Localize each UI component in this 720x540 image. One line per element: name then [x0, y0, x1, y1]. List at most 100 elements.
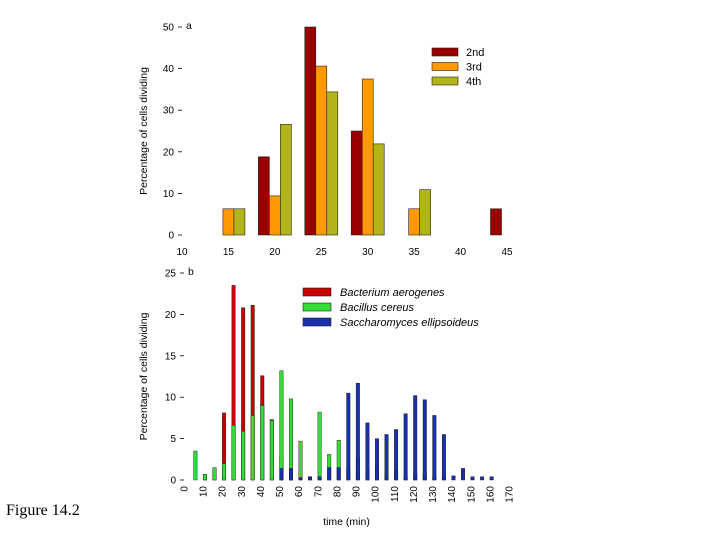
bar-a-2nd [258, 156, 270, 236]
legend-swatch-a [431, 62, 459, 71]
legend-swatch-b [302, 287, 332, 297]
x-axis-label-b: time (min) [323, 516, 370, 528]
bar-b-saccharomyces [288, 468, 293, 481]
y-tick-label-b: 15 [165, 351, 177, 362]
legend-swatch-b [302, 317, 332, 327]
bar-b-saccharomyces [403, 413, 408, 481]
x-tick-label-b: 90 [352, 486, 363, 498]
bar-b-bacillus [269, 420, 274, 481]
y-tick-label-b: 25 [165, 269, 177, 280]
bar-a-3rd [408, 208, 420, 236]
y-tick-label-b: 0 [170, 476, 176, 487]
x-tick-label-a: 45 [501, 247, 513, 258]
bar-b-saccharomyces [308, 476, 313, 481]
x-tick-label-b: 130 [428, 486, 439, 503]
legend-label-b: Saccharomyces ellipsoideus [340, 317, 479, 329]
bar-b-saccharomyces [384, 434, 389, 481]
x-tick-label-a: 25 [316, 247, 328, 258]
bar-b-saccharomyces [298, 477, 303, 481]
y-axis-label-b: Percentage of cells dividing [138, 312, 150, 440]
bar-a-4th [280, 124, 292, 236]
x-tick-label-b: 70 [313, 486, 324, 498]
bar-b-saccharomyces [489, 476, 494, 481]
bar-b-saccharomyces [375, 438, 379, 481]
x-tick-label-b: 160 [485, 486, 496, 503]
bar-b-bacillus [250, 415, 255, 481]
y-tick-label-a: 50 [163, 23, 175, 34]
legend-label-a: 4th [466, 76, 481, 88]
x-tick-label-b: 50 [275, 486, 286, 498]
x-tick-label-a: 20 [269, 247, 281, 258]
y-tick-label-a: 0 [168, 231, 174, 242]
y-tick-label-a: 10 [163, 189, 175, 200]
bar-b-saccharomyces [394, 429, 399, 481]
bar-b-saccharomyces [470, 476, 475, 481]
bar-b-saccharomyces [279, 468, 284, 481]
x-tick-label-b: 0 [180, 486, 191, 492]
bar-b-bacillus [231, 425, 236, 481]
x-tick-label-a: 40 [455, 247, 467, 258]
x-tick-label-b: 40 [256, 486, 267, 498]
bar-b-saccharomyces [451, 475, 456, 481]
x-tick-label-b: 20 [218, 486, 229, 498]
panel-label-a: a [186, 20, 192, 32]
x-tick-label-b: 60 [294, 486, 305, 498]
x-tick-label-b: 140 [447, 486, 458, 503]
bar-b-saccharomyces [480, 476, 485, 481]
y-tick-label-b: 10 [165, 393, 177, 404]
bar-b-saccharomyces [317, 476, 322, 481]
bar-b-saccharomyces [432, 415, 437, 481]
x-tick-label-b: 10 [199, 486, 210, 498]
bar-a-4th [233, 208, 246, 236]
bar-a-3rd [222, 208, 235, 236]
x-tick-label-b: 80 [332, 486, 343, 498]
legend-swatch-a [431, 76, 459, 86]
bar-b-saccharomyces [461, 468, 465, 481]
y-axis-label-a: Percentage of cells dividing [138, 67, 150, 195]
bar-b-saccharomyces [355, 382, 360, 481]
bar-b-bacillus [241, 430, 246, 481]
bar-b-bacillus [212, 467, 217, 481]
bar-b-saccharomyces [346, 392, 351, 481]
x-tick-label-a: 15 [223, 247, 235, 258]
legend-label-b: Bacillus cereus [340, 302, 414, 314]
bar-b-bacillus [298, 440, 303, 481]
x-tick-label-a: 35 [409, 247, 421, 258]
bar-b-bacillus [317, 411, 322, 481]
y-tick-label-b: 5 [170, 434, 176, 445]
x-tick-label-b: 170 [505, 486, 516, 503]
legend-label-a: 3rd [466, 62, 482, 74]
legend-swatch-b [302, 302, 332, 312]
y-tick-label-a: 40 [163, 64, 175, 75]
bar-b-saccharomyces [327, 467, 332, 481]
bar-b-bacillus [202, 474, 207, 481]
bar-b-saccharomyces [422, 399, 427, 481]
x-tick-label-b: 100 [371, 486, 382, 503]
figure-caption: Figure 14.2 [6, 502, 80, 519]
y-tick-label-a: 20 [163, 147, 175, 158]
bar-b-saccharomyces [365, 422, 370, 481]
bar-b-bacillus [260, 405, 265, 481]
bar-b-bacillus [193, 450, 198, 481]
bar-a-4th [372, 143, 385, 236]
y-tick-label-b: 20 [165, 310, 177, 321]
bar-a-3rd [315, 65, 328, 236]
bar-b-saccharomyces [413, 395, 418, 481]
y-tick-label-a: 30 [163, 106, 175, 117]
legend-swatch-a [431, 47, 459, 57]
bar-a-3rd [361, 78, 374, 236]
x-tick-label-b: 120 [409, 486, 420, 503]
bar-b-bacillus [222, 463, 226, 481]
x-tick-label-b: 150 [466, 486, 477, 503]
legend-label-b: Bacterium aerogenes [340, 287, 445, 299]
x-tick-label-b: 30 [237, 486, 248, 498]
bar-b-bacillus [279, 370, 284, 481]
bar-a-2nd [304, 26, 317, 236]
x-tick-label-a: 30 [362, 247, 374, 258]
bar-b-bacillus [288, 398, 293, 481]
bar-a-4th [419, 189, 431, 236]
panel-label-b: b [188, 266, 194, 278]
bar-a-2nd [490, 208, 502, 236]
x-tick-label-b: 110 [390, 486, 401, 502]
